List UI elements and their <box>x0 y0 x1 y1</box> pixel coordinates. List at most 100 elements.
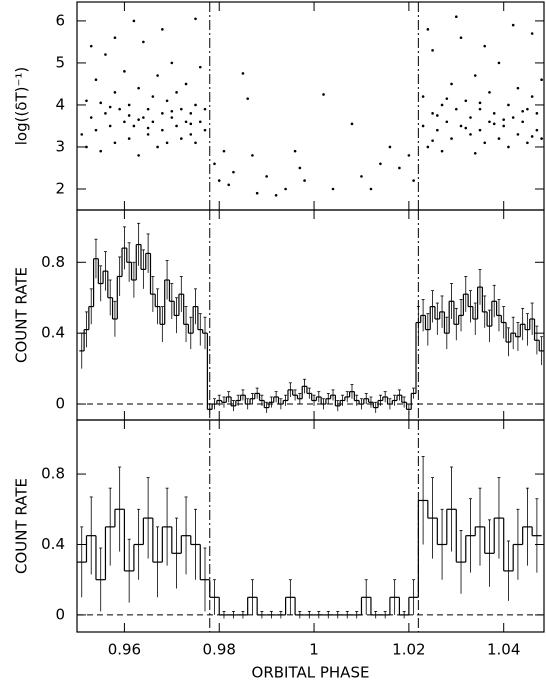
point <box>431 112 434 115</box>
point <box>473 151 477 155</box>
point <box>431 49 434 52</box>
point <box>426 28 430 31</box>
point <box>431 139 434 142</box>
point <box>540 78 543 82</box>
point <box>450 137 453 140</box>
point <box>511 116 515 119</box>
point <box>450 82 453 86</box>
point <box>360 175 363 178</box>
point <box>350 122 354 126</box>
point <box>151 95 155 98</box>
point <box>421 95 425 98</box>
point <box>502 118 506 121</box>
point <box>530 95 534 98</box>
point <box>502 124 506 128</box>
point <box>123 70 126 73</box>
point <box>165 99 169 103</box>
point <box>526 107 529 111</box>
point <box>175 124 178 128</box>
point <box>194 141 197 145</box>
point <box>180 107 183 111</box>
point <box>227 183 231 187</box>
point <box>89 116 93 119</box>
point <box>459 36 463 40</box>
point <box>322 93 325 96</box>
point <box>526 141 529 145</box>
point <box>184 120 188 124</box>
point <box>108 105 112 109</box>
point <box>407 154 411 157</box>
y-axis-label: log((δT)⁻¹) <box>13 67 31 146</box>
point <box>80 133 84 136</box>
y-tick-label: 0.4 <box>41 535 65 553</box>
point <box>99 101 103 105</box>
point <box>123 120 126 124</box>
x-tick-label: 1.04 <box>487 641 520 659</box>
point <box>274 193 278 197</box>
point <box>445 97 449 100</box>
point <box>94 78 98 82</box>
point <box>104 112 107 115</box>
panel-frame <box>76 419 545 633</box>
point <box>118 107 121 111</box>
point <box>132 124 136 128</box>
x-tick-label: 0.96 <box>108 641 141 659</box>
point <box>194 103 197 107</box>
y-tick-label: 2 <box>55 179 65 197</box>
point <box>440 103 444 107</box>
y-tick-label: 5 <box>55 53 65 71</box>
point <box>104 53 107 56</box>
point <box>170 109 174 113</box>
point <box>151 120 155 124</box>
point <box>492 112 496 115</box>
point <box>426 145 430 149</box>
x-axis-label: ORBITAL PHASE <box>252 664 370 682</box>
point <box>478 101 482 105</box>
point <box>127 114 131 117</box>
point <box>331 187 335 191</box>
point <box>265 175 268 178</box>
point <box>535 112 539 115</box>
point <box>488 120 491 124</box>
point <box>127 103 131 107</box>
point <box>203 128 207 132</box>
y-tick-label: 0.8 <box>41 253 65 271</box>
point <box>113 91 117 94</box>
point <box>303 179 306 182</box>
y-tick-label: 0.4 <box>41 324 65 342</box>
y-axis-label: COUNT RATE <box>13 478 31 574</box>
point <box>189 122 193 126</box>
point <box>85 99 88 103</box>
point <box>113 141 117 145</box>
point <box>146 133 150 136</box>
point <box>379 162 382 166</box>
point <box>146 107 150 111</box>
point <box>165 141 169 145</box>
point <box>497 61 501 65</box>
point <box>156 145 159 149</box>
point <box>217 179 221 182</box>
y-axis-label: COUNT RATE <box>13 267 31 363</box>
point <box>189 112 193 115</box>
point <box>213 162 216 166</box>
point <box>189 133 193 136</box>
point <box>497 137 501 140</box>
point <box>516 133 520 136</box>
point <box>530 32 534 35</box>
point <box>142 40 145 44</box>
point <box>436 128 439 132</box>
point <box>198 65 202 69</box>
point <box>246 97 249 100</box>
point <box>388 145 392 149</box>
point <box>464 99 468 103</box>
point <box>535 128 539 132</box>
point <box>203 107 207 111</box>
point <box>298 166 302 170</box>
point <box>412 179 415 182</box>
point <box>170 116 174 119</box>
point <box>521 120 524 124</box>
point <box>507 103 510 107</box>
point <box>398 166 401 170</box>
x-tick-label: 1.02 <box>392 641 425 659</box>
point <box>89 44 93 48</box>
